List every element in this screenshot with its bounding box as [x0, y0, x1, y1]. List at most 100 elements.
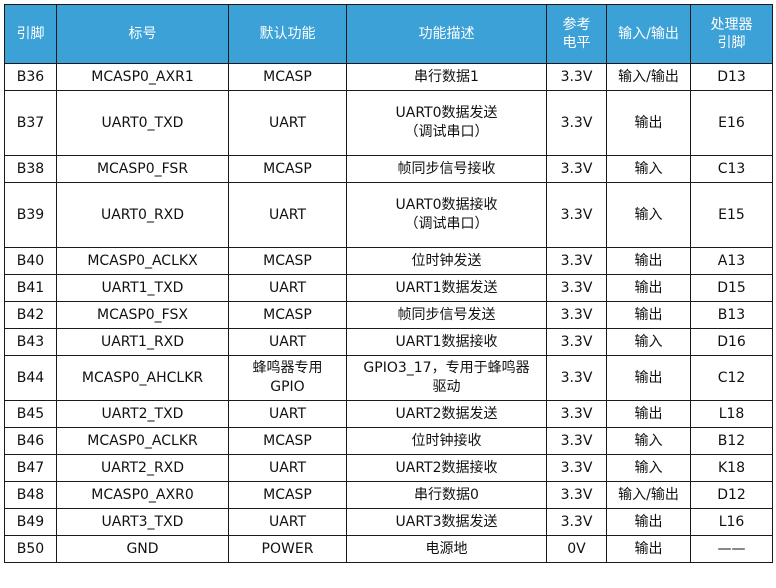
cell-cpu-pin: D15: [690, 274, 773, 302]
cell-default-function: UART: [228, 508, 347, 536]
cell-voltage: 3.3V: [546, 90, 607, 156]
cell-voltage: 3.3V: [546, 355, 607, 401]
cell-description: 帧同步信号接收: [346, 155, 547, 183]
cell-voltage: 3.3V: [546, 400, 607, 428]
table-row: B39 UART0_RXD UART UART0数据接收 （调试串口） 3.3V 输入 E1…: [4, 182, 773, 248]
cell-voltage: 3.3V: [546, 481, 607, 509]
cell-default-function: MCASP: [228, 301, 347, 329]
cell-description: 位时钟发送: [346, 247, 547, 275]
cell-direction: 输出: [606, 355, 691, 401]
header-pin: 引脚: [4, 4, 57, 64]
table-row: B45 UART2_TXD UART UART2数据发送 3.3V 输出 L18: [4, 400, 773, 428]
cell-pin: B47: [4, 454, 57, 482]
header-voltage: 参考 电平: [546, 4, 607, 64]
cell-pin: B43: [4, 328, 57, 356]
cell-label: MCASP0_AXR0: [56, 481, 229, 509]
cell-default-function: MCASP: [228, 427, 347, 455]
cell-description: UART3数据发送: [346, 508, 547, 536]
cell-cpu-pin: C12: [690, 355, 773, 401]
cell-default-function: POWER: [228, 535, 347, 563]
cell-direction: 输出: [606, 90, 691, 156]
cell-label: MCASP0_AHCLKR: [56, 355, 229, 401]
cell-label: MCASP0_ACLKX: [56, 247, 229, 275]
cell-direction: 输入: [606, 182, 691, 248]
cell-pin: B37: [4, 90, 57, 156]
cell-cpu-pin: ——: [690, 535, 773, 563]
table-row: B37 UART0_TXD UART UART0数据发送 （调试串口） 3.3V 输出 E1…: [4, 90, 773, 156]
header-default-function: 默认功能: [228, 4, 347, 64]
cell-direction: 输入: [606, 328, 691, 356]
cell-label: MCASP0_AXR1: [56, 63, 229, 91]
cell-cpu-pin: K18: [690, 454, 773, 482]
cell-description: 串行数据1: [346, 63, 547, 91]
cell-voltage: 3.3V: [546, 274, 607, 302]
cell-label: UART2_TXD: [56, 400, 229, 428]
table-row: B36 MCASP0_AXR1 MCASP 串行数据1 3.3V 输入/输出 D13: [4, 63, 773, 91]
cell-default-function: UART: [228, 400, 347, 428]
cell-pin: B44: [4, 355, 57, 401]
table-row: B40 MCASP0_ACLKX MCASP 位时钟发送 3.3V 输出 A13: [4, 247, 773, 275]
table-row: B48 MCASP0_AXR0 MCASP 串行数据0 3.3V 输入/输出 D12: [4, 481, 773, 509]
cell-direction: 输入: [606, 155, 691, 183]
cell-label: UART2_RXD: [56, 454, 229, 482]
cell-pin: B45: [4, 400, 57, 428]
table-row: B44 MCASP0_AHCLKR 蜂鸣器专用 GPIO GPIO3_17，专用于蜂鸣…: [4, 355, 773, 401]
cell-cpu-pin: B12: [690, 427, 773, 455]
cell-label: MCASP0_FSX: [56, 301, 229, 329]
table-row: B42 MCASP0_FSX MCASP 帧同步信号发送 3.3V 输出 B13: [4, 301, 773, 329]
cell-cpu-pin: B13: [690, 301, 773, 329]
cell-voltage: 0V: [546, 535, 607, 563]
cell-label: UART0_RXD: [56, 182, 229, 248]
cell-label: GND: [56, 535, 229, 563]
pin-definition-table: 引脚 标号 默认功能 功能描述 参考 电平 输入/输出 处理器 引脚 B36 MC…: [4, 4, 773, 563]
cell-description: UART0数据接收 （调试串口）: [346, 182, 547, 248]
header-description: 功能描述: [346, 4, 547, 64]
cell-default-function: UART: [228, 90, 347, 156]
cell-direction: 输入: [606, 427, 691, 455]
header-label: 标号: [56, 4, 229, 64]
table-row: B41 UART1_TXD UART UART1数据发送 3.3V 输出 D15: [4, 274, 773, 302]
cell-voltage: 3.3V: [546, 182, 607, 248]
table-row: B46 MCASP0_ACLKR MCASP 位时钟接收 3.3V 输入 B12: [4, 427, 773, 455]
cell-voltage: 3.3V: [546, 427, 607, 455]
cell-default-function: UART: [228, 182, 347, 248]
cell-default-function: MCASP: [228, 247, 347, 275]
cell-default-function: UART: [228, 454, 347, 482]
cell-description: 电源地: [346, 535, 547, 563]
cell-default-function: 蜂鸣器专用 GPIO: [228, 355, 347, 401]
cell-label: UART0_TXD: [56, 90, 229, 156]
cell-description: 帧同步信号发送: [346, 301, 547, 329]
cell-pin: B50: [4, 535, 57, 563]
cell-direction: 输出: [606, 274, 691, 302]
cell-cpu-pin: D13: [690, 63, 773, 91]
cell-cpu-pin: E15: [690, 182, 773, 248]
table-row: B49 UART3_TXD UART UART3数据发送 3.3V 输出 L16: [4, 508, 773, 536]
table-header-row: 引脚 标号 默认功能 功能描述 参考 电平 输入/输出 处理器 引脚: [4, 4, 773, 64]
cell-direction: 输出: [606, 301, 691, 329]
table-row: B38 MCASP0_FSR MCASP 帧同步信号接收 3.3V 输入 C13: [4, 155, 773, 183]
cell-default-function: MCASP: [228, 481, 347, 509]
cell-description: UART2数据接收: [346, 454, 547, 482]
pin-table-container: 引脚 标号 默认功能 功能描述 参考 电平 输入/输出 处理器 引脚 B36 MC…: [4, 4, 773, 563]
cell-direction: 输出: [606, 535, 691, 563]
cell-voltage: 3.3V: [546, 328, 607, 356]
cell-label: MCASP0_ACLKR: [56, 427, 229, 455]
cell-cpu-pin: A13: [690, 247, 773, 275]
cell-label: UART1_RXD: [56, 328, 229, 356]
cell-direction: 输出: [606, 508, 691, 536]
cell-direction: 输入: [606, 454, 691, 482]
cell-default-function: MCASP: [228, 155, 347, 183]
cell-default-function: UART: [228, 274, 347, 302]
cell-pin: B42: [4, 301, 57, 329]
cell-voltage: 3.3V: [546, 155, 607, 183]
header-direction: 输入/输出: [606, 4, 691, 64]
cell-direction: 输出: [606, 400, 691, 428]
cell-cpu-pin: E16: [690, 90, 773, 156]
cell-pin: B46: [4, 427, 57, 455]
cell-cpu-pin: L18: [690, 400, 773, 428]
cell-pin: B38: [4, 155, 57, 183]
cell-description: GPIO3_17，专用于蜂鸣器 驱动: [346, 355, 547, 401]
cell-direction: 输入/输出: [606, 481, 691, 509]
cell-pin: B48: [4, 481, 57, 509]
table-row: B50 GND POWER 电源地 0V 输出 ——: [4, 535, 773, 563]
